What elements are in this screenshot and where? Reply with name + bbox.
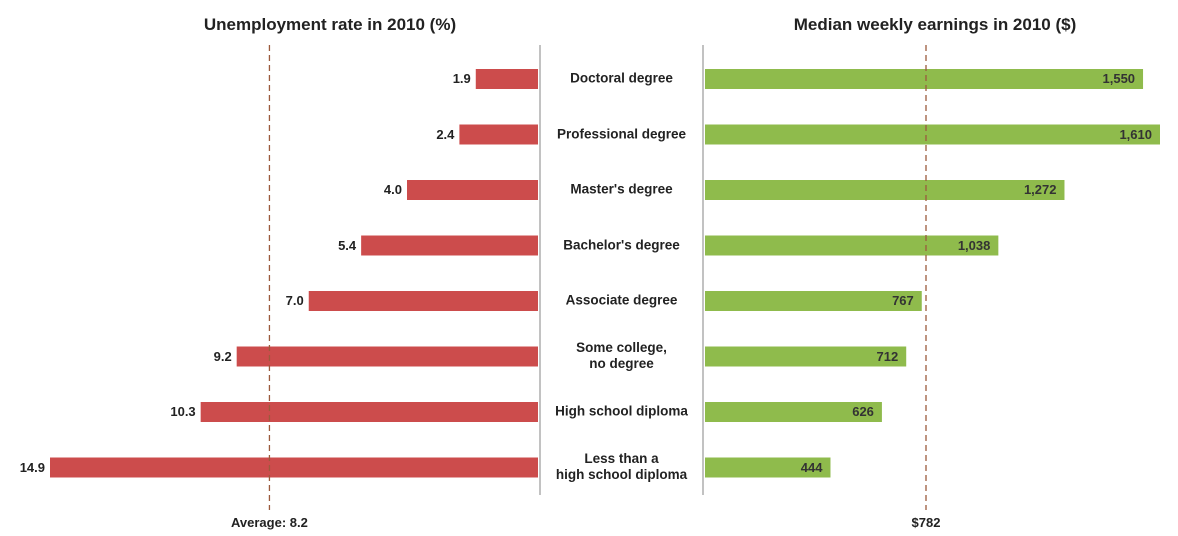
value-label: 1,550 bbox=[1102, 70, 1136, 86]
value-label: 1,038 bbox=[957, 237, 991, 253]
bar bbox=[705, 69, 1144, 89]
bar bbox=[406, 180, 538, 200]
bar bbox=[705, 457, 831, 478]
value-label: 767 bbox=[892, 292, 914, 308]
bar bbox=[705, 346, 907, 367]
value-label: 10.3 bbox=[170, 403, 196, 419]
category-label: High school diploma bbox=[555, 403, 688, 419]
value-label: 712 bbox=[876, 348, 899, 364]
bar bbox=[705, 402, 882, 422]
bar bbox=[705, 235, 999, 256]
value-label: 14.9 bbox=[19, 459, 45, 475]
bar bbox=[50, 457, 538, 478]
value-label: 7.0 bbox=[285, 292, 304, 308]
category-label: Some college, no degree bbox=[576, 339, 667, 372]
chart-title: Unemployment rate in 2010 (%) bbox=[203, 15, 457, 34]
bar bbox=[705, 180, 1065, 200]
bar bbox=[200, 402, 538, 422]
bar bbox=[308, 291, 538, 311]
reference-label: $782 bbox=[911, 515, 941, 530]
category-label: Bachelor's degree bbox=[563, 237, 680, 253]
value-label: 1,610 bbox=[1119, 126, 1152, 142]
category-label: Doctoral degree bbox=[570, 70, 673, 86]
bar bbox=[236, 346, 538, 367]
category-label: Professional degree bbox=[556, 126, 687, 142]
bar bbox=[459, 124, 538, 145]
category-label: Less than a high school diploma bbox=[555, 450, 688, 483]
category-label: Associate degree bbox=[565, 292, 678, 308]
bar bbox=[705, 291, 922, 311]
value-label: 9.2 bbox=[213, 348, 232, 364]
bar bbox=[361, 235, 538, 256]
value-label: 5.4 bbox=[338, 237, 357, 253]
bar bbox=[705, 124, 1160, 145]
reference-label: Average: 8.2 bbox=[231, 515, 308, 530]
value-label: 2.4 bbox=[436, 126, 455, 142]
category-label: Master's degree bbox=[570, 181, 673, 197]
chart-title: Median weekly earnings in 2010 ($) bbox=[793, 15, 1077, 34]
value-label: 444 bbox=[800, 459, 823, 475]
value-label: 1,272 bbox=[1023, 181, 1057, 197]
value-label: 4.0 bbox=[383, 181, 402, 197]
value-label: 1.9 bbox=[452, 70, 471, 86]
bar bbox=[475, 69, 538, 89]
value-label: 626 bbox=[852, 403, 874, 419]
